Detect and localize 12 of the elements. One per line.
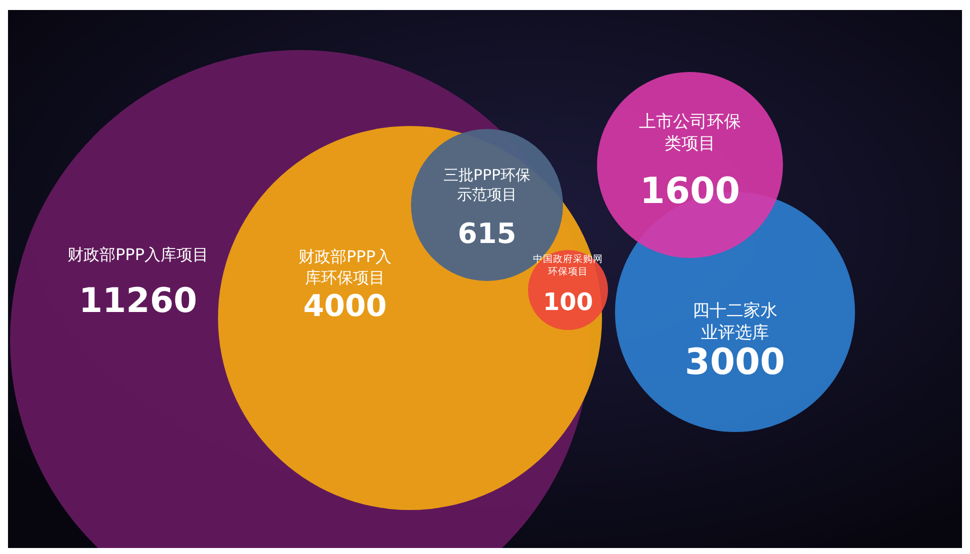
category-label: 中国政府采购网环保项目 <box>533 253 603 278</box>
data-label: 4000 <box>303 289 387 324</box>
data-label: 100 <box>542 288 594 316</box>
data-label: 615 <box>458 217 516 250</box>
category-label: 三批PPP环保示范项目 <box>443 166 531 204</box>
data-label: 1600 <box>640 171 740 212</box>
data-label: 3000 <box>684 342 786 383</box>
category-label: 四十二家水业评选库 <box>692 301 778 344</box>
data-label: 11260 <box>78 281 198 321</box>
category-label: 上市公司环保类项目 <box>639 112 741 154</box>
category-label: 财政部PPP入库项目 <box>68 245 208 264</box>
category-label: 财政部PPP入库环保项目 <box>298 247 392 287</box>
